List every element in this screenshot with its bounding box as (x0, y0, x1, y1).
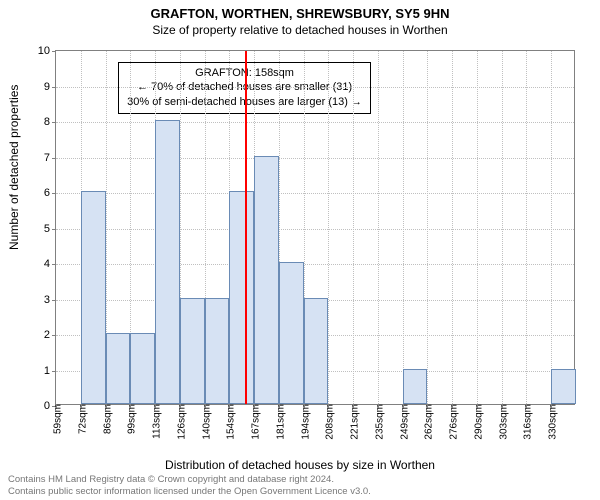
xtick-label: 181sqm (271, 404, 286, 440)
xtick-mark (279, 404, 280, 408)
gridline-v (502, 51, 503, 404)
xtick-mark (229, 404, 230, 408)
xtick-label: 221sqm (346, 404, 361, 440)
xtick-mark (502, 404, 503, 408)
gridline-h (56, 158, 574, 159)
gridline-v (328, 51, 329, 404)
gridline-v (427, 51, 428, 404)
ytick-mark (52, 300, 56, 301)
xtick-label: 262sqm (420, 404, 435, 440)
y-axis-label: Number of detached properties (7, 85, 21, 250)
ytick-mark (52, 122, 56, 123)
ytick-mark (52, 158, 56, 159)
ytick-mark (52, 264, 56, 265)
xtick-label: 154sqm (222, 404, 237, 440)
gridline-h (56, 229, 574, 230)
xtick-label: 194sqm (296, 404, 311, 440)
xtick-mark (155, 404, 156, 408)
xtick-label: 290sqm (469, 404, 484, 440)
xtick-mark (551, 404, 552, 408)
chart-area: GRAFTON: 158sqm ← 70% of detached houses… (55, 50, 575, 405)
gridline-h (56, 193, 574, 194)
gridline-v (551, 51, 552, 404)
histogram-bar (155, 120, 180, 404)
xtick-mark (130, 404, 131, 408)
histogram-bar (106, 333, 131, 404)
ytick-mark (52, 51, 56, 52)
gridline-h (56, 87, 574, 88)
chart-title: GRAFTON, WORTHEN, SHREWSBURY, SY5 9HN (0, 0, 600, 21)
histogram-bar (254, 156, 279, 405)
xtick-mark (526, 404, 527, 408)
gridline-v (353, 51, 354, 404)
xtick-label: 330sqm (544, 404, 559, 440)
x-axis-label: Distribution of detached houses by size … (0, 458, 600, 472)
xtick-mark (304, 404, 305, 408)
xtick-mark (205, 404, 206, 408)
xtick-mark (353, 404, 354, 408)
ytick-mark (52, 193, 56, 194)
xtick-label: 86sqm (98, 404, 113, 434)
xtick-mark (56, 404, 57, 408)
xtick-mark (328, 404, 329, 408)
gridline-h (56, 264, 574, 265)
histogram-bar (81, 191, 106, 404)
xtick-mark (106, 404, 107, 408)
xtick-mark (403, 404, 404, 408)
xtick-label: 303sqm (494, 404, 509, 440)
xtick-mark (254, 404, 255, 408)
histogram-bar (279, 262, 304, 404)
xtick-mark (427, 404, 428, 408)
xtick-label: 249sqm (395, 404, 410, 440)
histogram-bar (130, 333, 155, 404)
histogram-bar (304, 298, 329, 405)
xtick-label: 208sqm (321, 404, 336, 440)
ytick-mark (52, 229, 56, 230)
gridline-v (477, 51, 478, 404)
gridline-h (56, 122, 574, 123)
footer: Contains HM Land Registry data © Crown c… (8, 474, 371, 498)
xtick-mark (452, 404, 453, 408)
xtick-mark (477, 404, 478, 408)
ytick-mark (52, 335, 56, 336)
gridline-v (378, 51, 379, 404)
gridline-v (452, 51, 453, 404)
xtick-mark (378, 404, 379, 408)
xtick-label: 126sqm (172, 404, 187, 440)
marker-line (245, 51, 247, 404)
ytick-mark (52, 371, 56, 372)
histogram-bar (403, 369, 428, 405)
histogram-bar (551, 369, 576, 405)
chart-subtitle: Size of property relative to detached ho… (0, 21, 600, 37)
xtick-mark (180, 404, 181, 408)
xtick-label: 72sqm (73, 404, 88, 434)
xtick-label: 276sqm (445, 404, 460, 440)
histogram-bar (229, 191, 254, 404)
xtick-mark (81, 404, 82, 408)
xtick-label: 316sqm (519, 404, 534, 440)
gridline-v (526, 51, 527, 404)
plot-region: GRAFTON: 158sqm ← 70% of detached houses… (55, 50, 575, 405)
footer-line2: Contains public sector information licen… (8, 486, 371, 498)
xtick-label: 59sqm (49, 404, 64, 434)
xtick-label: 113sqm (148, 404, 163, 439)
xtick-label: 167sqm (247, 404, 262, 440)
xtick-label: 99sqm (123, 404, 138, 434)
ytick-mark (52, 87, 56, 88)
chart-container: GRAFTON, WORTHEN, SHREWSBURY, SY5 9HN Si… (0, 0, 600, 500)
histogram-bar (205, 298, 230, 405)
gridline-v (403, 51, 404, 404)
histogram-bar (180, 298, 205, 405)
xtick-label: 235sqm (370, 404, 385, 440)
xtick-label: 140sqm (197, 404, 212, 440)
footer-line1: Contains HM Land Registry data © Crown c… (8, 474, 371, 486)
